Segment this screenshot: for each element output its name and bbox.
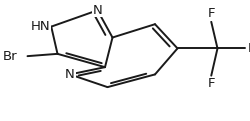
Text: N: N	[92, 4, 102, 17]
Text: F: F	[248, 42, 250, 55]
Text: F: F	[208, 7, 215, 20]
Text: Br: Br	[3, 50, 18, 63]
Text: F: F	[208, 77, 215, 90]
Text: HN: HN	[30, 20, 50, 33]
Text: N: N	[65, 68, 75, 81]
